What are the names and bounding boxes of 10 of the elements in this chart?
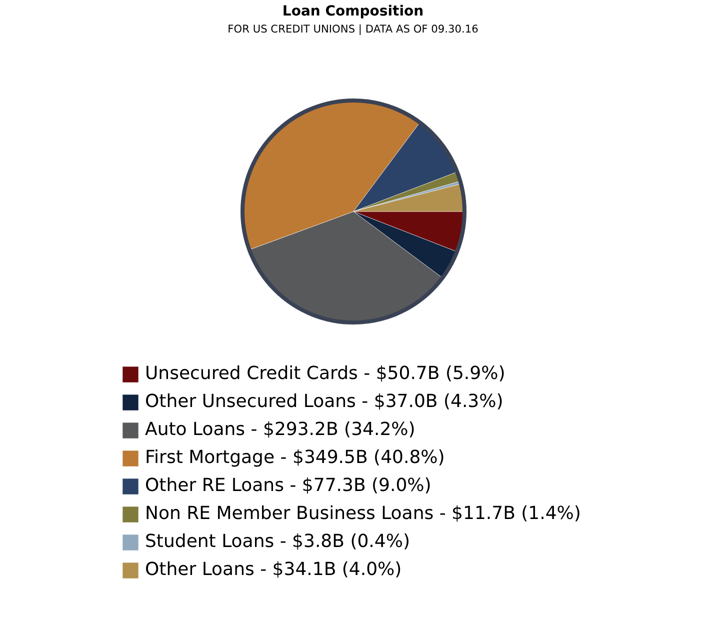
legend-label: First Mortgage - $349.5B (40.8%): [145, 447, 445, 468]
legend-label: Other Unsecured Loans - $37.0B (4.3%): [145, 391, 504, 412]
legend-label: Other RE Loans - $77.3B (9.0%): [145, 475, 432, 496]
legend-label: Unsecured Credit Cards - $50.7B (5.9%): [145, 363, 506, 384]
chart-subtitle: FOR US CREDIT UNIONS | DATA AS OF 09.30.16: [228, 24, 479, 36]
legend-label: Other Loans - $34.1B (4.0%): [145, 559, 402, 580]
chart-title: Loan Composition: [282, 4, 424, 20]
legend-label: Student Loans - $3.8B (0.4%): [145, 531, 410, 552]
legend-label: Auto Loans - $293.2B (34.2%): [145, 419, 416, 440]
legend-label: Non RE Member Business Loans - $11.7B (1.4%): [145, 503, 581, 524]
